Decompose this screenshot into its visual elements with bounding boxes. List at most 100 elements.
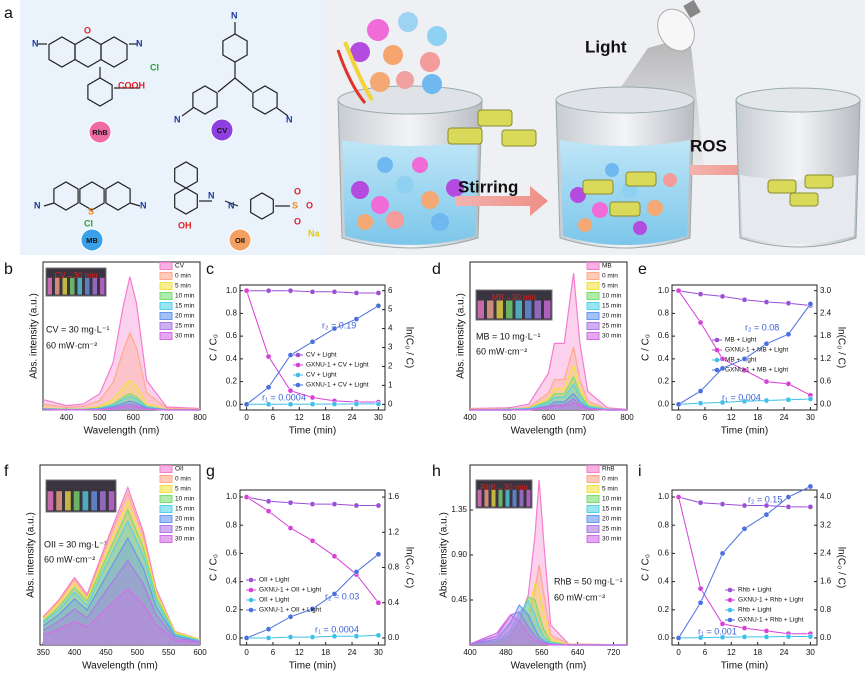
panel-label: i [638,463,642,480]
data-point [287,613,294,620]
spectrum-line [469,382,628,411]
legend-marker [295,372,301,378]
inset-vial [477,300,484,319]
data-point [243,287,250,294]
plot-frame [671,489,818,646]
atom-label: N [231,10,238,20]
legend-marker [727,587,733,593]
y2-axis-title: ln(C₀ / C) [403,327,414,368]
legend-marker [727,617,733,623]
x-tick-label: 480 [499,648,513,657]
y-tick-label: 0.2 [658,605,670,614]
legend-swatch [586,495,600,503]
x-tick-label: 18 [321,648,330,657]
legend-swatch [159,312,173,320]
spectrum-line [470,346,628,411]
annotation: OII = 30 mg·L⁻¹ [44,539,107,549]
legend-label: 10 min [175,293,195,300]
data-point [287,499,294,506]
data-point [785,381,792,387]
x-axis-title: Time (min) [289,426,336,437]
legend-swatch [159,322,173,330]
y2-tick-label: 0.0 [388,633,400,642]
x-tick-label: 720 [607,648,621,657]
data-point [675,494,682,500]
legend-swatch [159,475,173,483]
inset-vial [512,489,517,507]
arrow [455,186,548,216]
annotation: r₁ = 0.001 [698,626,737,636]
legend-label: 0 min [175,273,191,280]
beaker-rim [735,87,861,113]
inset-vial [47,277,52,295]
legend-label: 20 min [602,313,622,320]
y-tick-label: 0.0 [658,399,670,408]
data-point [697,499,704,506]
legend-label: 5 min [175,486,191,493]
data-point [741,296,748,303]
legend-swatch [586,312,600,320]
y-axis-title: Abs. intensity (a.u.) [439,512,450,598]
annotation: r₂ = 0.19 [322,320,356,330]
y2-tick-label: 3.0 [820,286,832,295]
legend-label: GXNU-1 + Rhb + Light [738,617,804,624]
inset-vial [47,491,54,511]
legend-label: GXNU-1 + MB + Light [725,367,788,374]
legend-label: 15 min [602,506,622,513]
x-tick-label: 0 [676,413,681,422]
y-tick-label: 0.0 [226,399,238,408]
x-tick-label: 0 [244,413,249,422]
data-point [331,401,338,407]
inset-vial [70,277,75,295]
data-point [785,396,792,403]
structures-background [20,0,325,255]
y-tick-label: 1.0 [226,492,238,501]
x-tick-label: 640 [571,648,585,657]
legend-label: 30 min [175,536,195,543]
spectrum-line [42,331,201,410]
atom-label: O [294,216,301,226]
y2-tick-label: 0 [388,399,393,408]
data-point [309,401,316,407]
legend-label: 25 min [175,323,195,330]
data-point [719,634,726,641]
data-point [697,585,704,592]
y2-tick-label: 4.0 [820,492,832,501]
inset-vial [55,277,60,295]
annotation: r₂ = 0.08 [745,322,779,332]
legend-label: MB [602,263,612,270]
data-point [785,504,792,510]
inset-vial [100,277,105,295]
y-tick-label: 0.4 [226,577,238,586]
y-tick-label: 0.8 [226,520,238,529]
legend-label: 10 min [602,496,622,503]
annotation: r₁ = 0.0004 [262,392,306,402]
atom-label: O [294,186,301,196]
ring [79,181,105,211]
area-fill [470,601,627,645]
ring [100,36,128,68]
inset-vial [62,277,67,295]
step-label: Light [585,37,627,56]
panel-label: g [206,463,215,480]
x-tick-label: 30 [806,413,815,422]
area-fill [470,376,627,410]
data-point [697,634,704,641]
legend-marker [248,587,254,593]
bond [224,200,239,207]
legend-label: 30 min [175,333,195,340]
area-fill [43,510,200,645]
legend-swatch [586,465,600,473]
data-point [719,501,726,507]
area-fill [470,615,627,645]
atom-label: N [208,190,215,200]
data-point [265,384,272,391]
x-tick-label: 24 [780,413,789,422]
panel-label: d [432,261,441,278]
atom-label: Cl [84,218,93,228]
inset-vial [519,489,524,507]
data-point [331,325,338,332]
area-fill [43,333,200,410]
